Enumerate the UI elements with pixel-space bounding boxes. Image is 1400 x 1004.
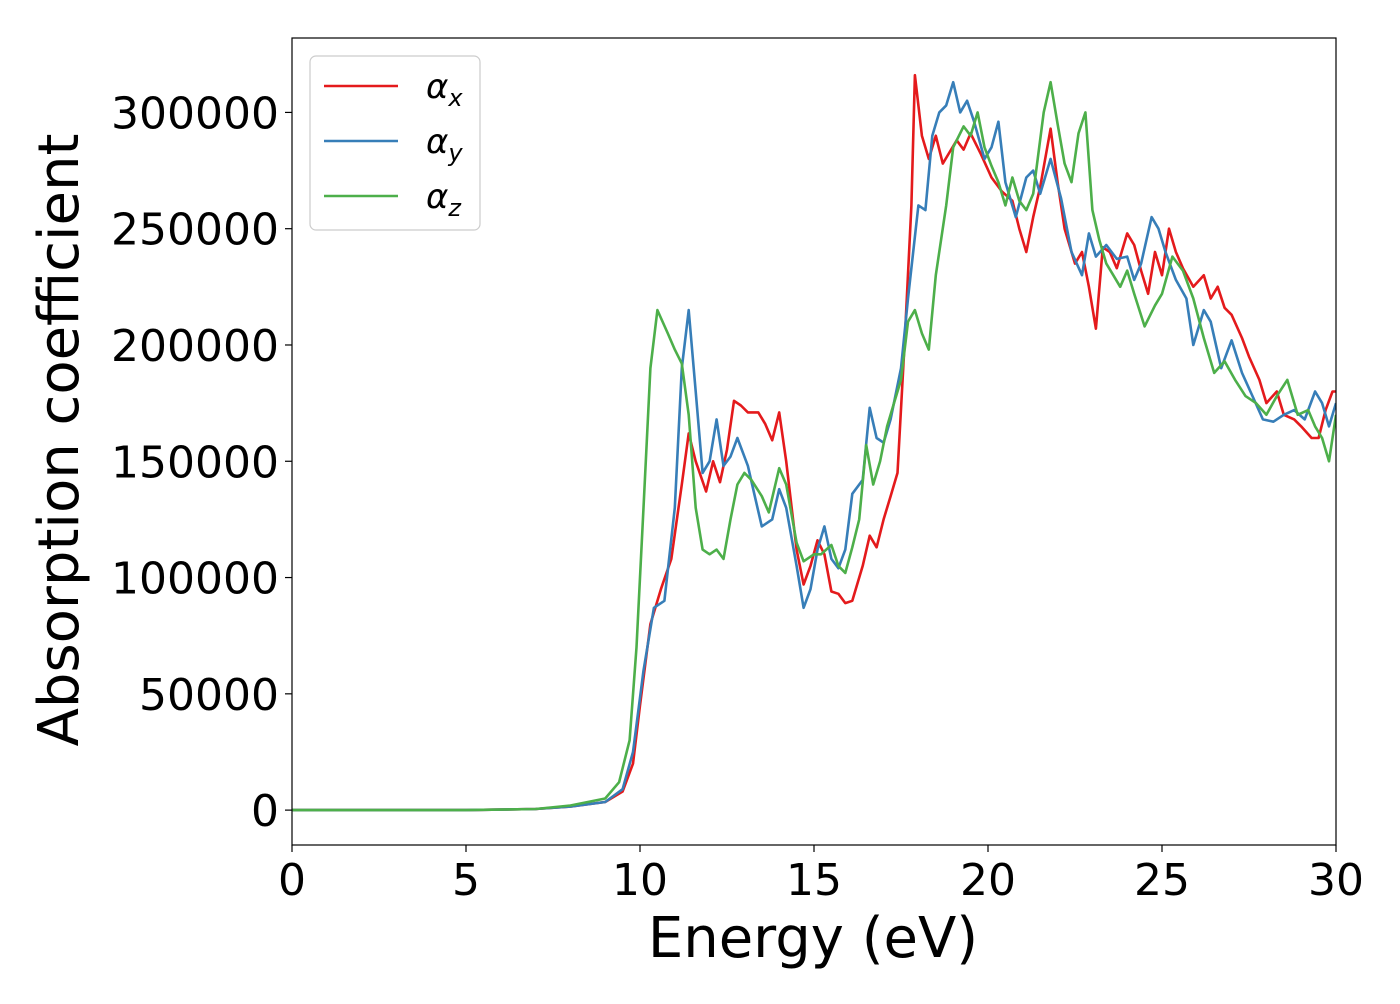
legend-label-y: αy (426, 122, 463, 167)
y-tick-label: 150000 (111, 437, 279, 488)
x-axis-label: Energy (eV) (648, 906, 978, 971)
y-tick-label: 0 (251, 786, 279, 837)
legend: αx αy αz (309, 55, 481, 231)
series-line-y (292, 80, 1336, 812)
y-axis-label: Absorption coefficient (27, 134, 92, 747)
y-tick-label: 300000 (111, 88, 279, 139)
legend-box (309, 55, 481, 231)
x-tick-label: 25 (1134, 855, 1190, 906)
series-line-z (292, 80, 1336, 812)
series-lines (292, 73, 1336, 812)
legend-label-x: αx (426, 67, 463, 112)
x-tick-label: 10 (612, 855, 668, 906)
y-tick-label: 200000 (111, 321, 279, 372)
x-tick-label: 15 (786, 855, 842, 906)
x-tick-label: 5 (452, 855, 480, 906)
y-tick-label: 250000 (111, 205, 279, 256)
x-tick-label: 30 (1308, 855, 1364, 906)
y-tick-label: 50000 (139, 670, 279, 721)
x-tick-label: 20 (960, 855, 1016, 906)
y-tick-label: 100000 (111, 554, 279, 605)
x-tick-label: 0 (278, 855, 306, 906)
ticks: 0 5 10 15 20 25 30 0 50000 100000 150000 200000 2500… (111, 88, 1364, 906)
legend-label-z: αz (426, 177, 462, 222)
